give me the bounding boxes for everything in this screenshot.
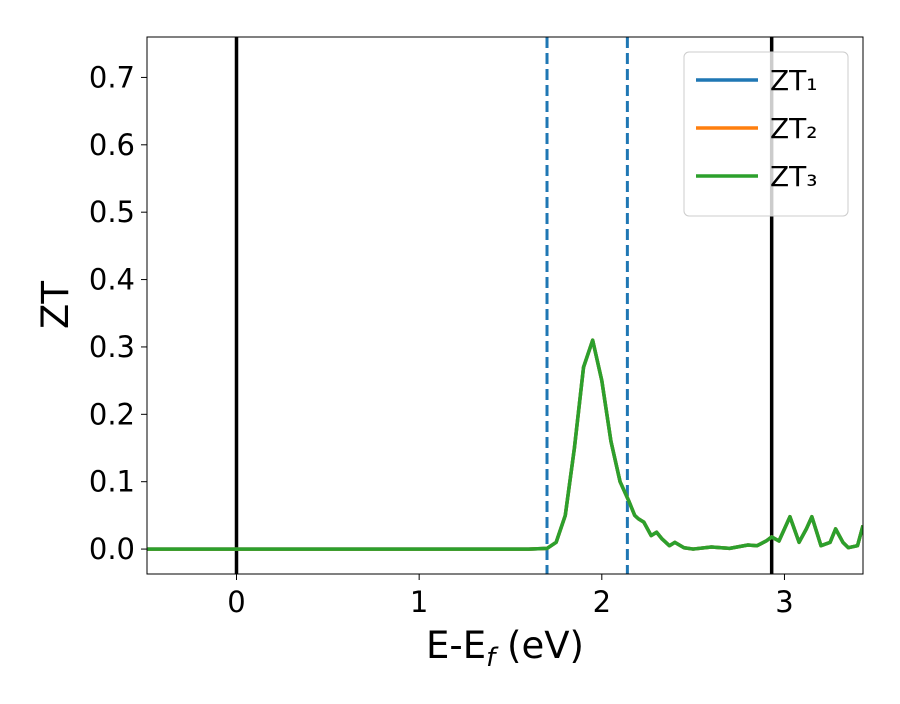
y-tick-label: 0.4: [89, 263, 135, 297]
y-tick-label: 0.7: [89, 60, 135, 94]
x-tick-label: 1: [410, 585, 428, 619]
axes-frame: [146, 36, 864, 575]
y-tick-label: 0.2: [89, 397, 135, 431]
y-axis-label: ZT: [34, 281, 77, 329]
x-label-unit: (eV): [495, 624, 584, 667]
series-line: [147, 338, 863, 551]
x-tick-label: 3: [775, 585, 793, 619]
x-tick-label: 2: [593, 585, 611, 619]
series-line: [147, 338, 863, 551]
legend-label: ZT₁: [770, 64, 818, 97]
series-line: [147, 338, 863, 551]
x-label-main: E-E: [426, 624, 486, 667]
y-tick-label: 0.6: [89, 128, 135, 162]
y-tick-label: 0.1: [89, 465, 135, 499]
y-tick-label: 0.0: [89, 532, 135, 566]
legend-label: ZT₂: [770, 112, 818, 145]
x-axis-label: E-Ef (eV): [426, 624, 584, 673]
x-tick-label: 0: [227, 585, 245, 619]
y-tick-label: 0.3: [89, 330, 135, 364]
legend-label: ZT₃: [770, 160, 818, 193]
legend-box: [683, 51, 849, 217]
y-tick-label: 0.5: [89, 195, 135, 229]
